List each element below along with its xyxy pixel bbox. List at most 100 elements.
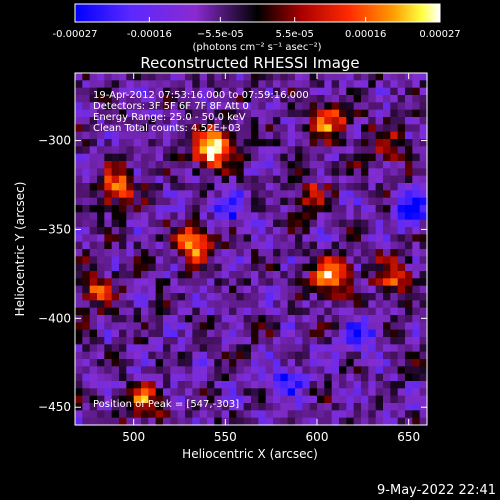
heatmap-cell bbox=[280, 190, 289, 199]
heatmap-cell bbox=[353, 212, 362, 221]
heatmap-cell bbox=[331, 131, 340, 140]
heatmap-cell bbox=[353, 256, 362, 265]
heatmap-cell bbox=[339, 80, 347, 89]
heatmap-cell bbox=[331, 249, 340, 257]
heatmap-cell bbox=[97, 381, 105, 389]
heatmap-cell bbox=[177, 153, 186, 162]
heatmap-cell bbox=[141, 197, 149, 206]
heatmap-cell bbox=[353, 366, 362, 375]
heatmap-cell bbox=[412, 373, 421, 382]
heatmap-cell bbox=[177, 183, 186, 191]
heatmap-cell bbox=[82, 168, 91, 177]
heatmap-cell bbox=[89, 153, 98, 162]
heatmap-cell bbox=[119, 212, 127, 221]
heatmap-cell bbox=[331, 117, 340, 125]
heatmap-cell bbox=[375, 212, 384, 221]
heatmap-cell bbox=[280, 337, 289, 345]
heatmap-cell bbox=[207, 329, 215, 338]
heatmap-cell bbox=[126, 344, 135, 353]
heatmap-cell bbox=[295, 366, 303, 375]
heatmap-cell bbox=[192, 161, 201, 169]
heatmap-cell bbox=[229, 117, 237, 125]
heatmap-cell bbox=[265, 403, 274, 411]
heatmap-cell bbox=[280, 344, 289, 353]
heatmap-cell bbox=[133, 87, 142, 96]
heatmap-cell bbox=[148, 249, 157, 257]
heatmap-cell bbox=[331, 293, 340, 301]
heatmap-cell bbox=[405, 381, 413, 389]
heatmap-cell bbox=[317, 366, 325, 375]
heatmap-cell bbox=[133, 197, 142, 206]
heatmap-cell bbox=[192, 366, 201, 375]
heatmap-cell bbox=[75, 212, 83, 221]
heatmap-cell bbox=[339, 241, 347, 250]
heatmap-cell bbox=[243, 373, 252, 382]
heatmap-cell bbox=[236, 373, 245, 382]
heatmap-cell bbox=[273, 329, 281, 338]
heatmap-cell bbox=[397, 403, 406, 411]
heatmap-cell bbox=[383, 322, 391, 331]
heatmap-cell bbox=[126, 417, 135, 426]
heatmap-cell bbox=[280, 161, 289, 169]
heatmap-cell bbox=[280, 322, 289, 331]
heatmap-cell bbox=[214, 359, 223, 367]
heatmap-cell bbox=[177, 285, 186, 294]
heatmap-cell bbox=[265, 80, 274, 89]
heatmap-cell bbox=[309, 337, 318, 345]
heatmap-cell bbox=[339, 175, 347, 184]
heatmap-cell bbox=[236, 293, 245, 301]
heatmap-cell bbox=[185, 219, 193, 228]
heatmap-cell bbox=[214, 373, 223, 382]
heatmap-cell bbox=[258, 403, 267, 411]
heatmap-cell bbox=[221, 256, 230, 265]
heatmap-cell bbox=[368, 102, 377, 111]
heatmap-cell bbox=[148, 395, 157, 404]
heatmap-cell bbox=[287, 87, 296, 96]
heatmap-cell bbox=[89, 117, 98, 125]
heatmap-cell bbox=[295, 139, 303, 147]
heatmap-cell bbox=[236, 344, 245, 353]
heatmap-cell bbox=[133, 153, 142, 162]
heatmap-cell bbox=[273, 395, 281, 404]
heatmap-cell bbox=[119, 95, 127, 103]
heatmap-cell bbox=[331, 256, 340, 265]
heatmap-cell bbox=[280, 131, 289, 140]
heatmap-cell bbox=[361, 417, 369, 426]
heatmap-cell bbox=[419, 241, 428, 250]
heatmap-cell bbox=[82, 131, 91, 140]
heatmap-cell bbox=[397, 293, 406, 301]
heatmap-cell bbox=[265, 117, 274, 125]
colorbar-tick-label: 0.00016 bbox=[345, 29, 386, 40]
heatmap-cell bbox=[148, 73, 157, 81]
heatmap-cell bbox=[119, 146, 127, 155]
heatmap-cell bbox=[221, 175, 230, 184]
heatmap-cell bbox=[75, 109, 83, 118]
heatmap-cell bbox=[126, 263, 135, 272]
heatmap-cell bbox=[390, 417, 399, 426]
heatmap-cell bbox=[170, 395, 179, 404]
heatmap-cell bbox=[155, 417, 164, 426]
heatmap-cell bbox=[265, 381, 274, 389]
heatmap-cell bbox=[331, 102, 340, 111]
info-line: Clean Total counts: 4.52E+03 bbox=[93, 123, 241, 134]
heatmap-cell bbox=[192, 139, 201, 147]
heatmap-cell bbox=[133, 139, 142, 147]
heatmap-cell bbox=[214, 403, 223, 411]
heatmap-cell bbox=[258, 161, 267, 169]
heatmap-cell bbox=[126, 249, 135, 257]
heatmap-cell bbox=[155, 344, 164, 353]
heatmap-cell bbox=[163, 190, 171, 199]
heatmap-cell bbox=[82, 373, 91, 382]
heatmap-cell bbox=[368, 153, 377, 162]
heatmap-cell bbox=[75, 271, 83, 279]
heatmap-cell bbox=[75, 241, 83, 250]
heatmap-cell bbox=[126, 212, 135, 221]
heatmap-cell bbox=[405, 388, 413, 397]
heatmap-cell bbox=[280, 381, 289, 389]
heatmap-cell bbox=[104, 197, 113, 206]
heatmap-cell bbox=[82, 337, 91, 345]
heatmap-cell bbox=[192, 410, 201, 419]
heatmap-cell bbox=[412, 395, 421, 404]
heatmap-cell bbox=[317, 124, 325, 133]
heatmap-cell bbox=[97, 388, 105, 397]
